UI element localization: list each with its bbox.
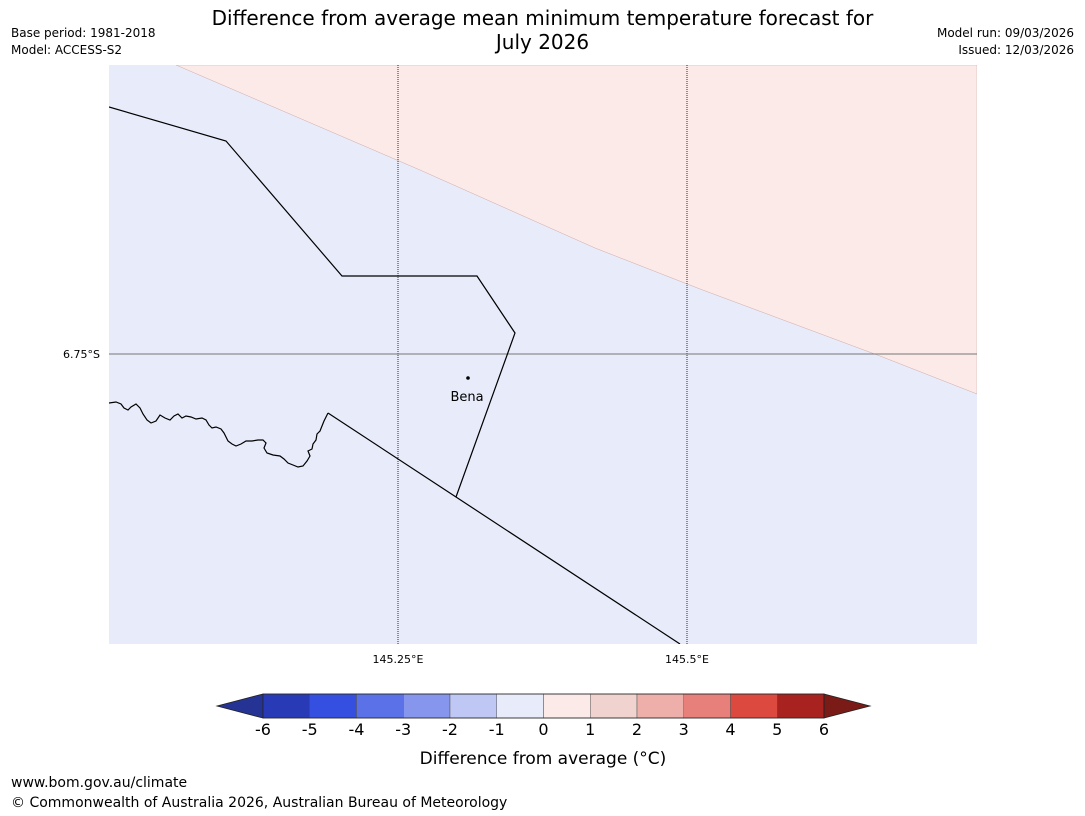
colorbar-swatch <box>590 693 638 719</box>
issued-date: Issued: 12/03/2026 <box>958 43 1074 57</box>
province-boundary <box>109 106 516 498</box>
colorbar-swatch <box>777 693 825 719</box>
model-run: Model run: 09/03/2026 <box>936 26 1074 40</box>
colorbar-swatch <box>683 693 731 719</box>
colorbar: -6 -5 -4 -3 -2 -1 0 1 2 3 4 5 6 <box>215 693 872 739</box>
colorbar-swatch <box>730 693 778 719</box>
colorbar-tick-label: 5 <box>772 720 782 739</box>
title-line-2: July 2026 <box>495 30 590 54</box>
colorbar-tick-label: -4 <box>349 720 365 739</box>
colorbar-tick-label: 1 <box>585 720 595 739</box>
colorbar-tick-label: -5 <box>302 720 318 739</box>
colorbar-swatch <box>403 693 451 719</box>
colorbar-swatch <box>543 693 591 719</box>
colorbar-tick-label: 6 <box>819 720 829 739</box>
meta-left: Base period: 1981-2018 Model: ACCESS-S2 <box>11 25 156 59</box>
colorbar-label: Difference from average (°C) <box>420 749 667 769</box>
colorbar-swatch <box>262 693 310 719</box>
colorbar-tick-label: -6 <box>255 720 271 739</box>
lat-label: 6.75°S <box>63 348 100 361</box>
model-name: Model: ACCESS-S2 <box>11 43 123 57</box>
river-coastline <box>109 401 329 468</box>
colorbar-tick-label: -3 <box>395 720 411 739</box>
colorbar-extend-high <box>823 693 872 719</box>
colorbar-swatch <box>356 693 404 719</box>
colorbar-swatch <box>449 693 497 719</box>
colorbar-tick-label: 3 <box>679 720 689 739</box>
colorbar-outline <box>262 693 825 719</box>
base-period: Base period: 1981-2018 <box>11 26 156 40</box>
province-boundary-south <box>327 412 681 644</box>
colorbar-swatch <box>636 693 684 719</box>
colorbar-tick-label: -1 <box>489 720 505 739</box>
lon-label-145-5: 145.5°E <box>665 653 709 666</box>
colorbar-tick-label: -2 <box>442 720 458 739</box>
colorbar-extend-low <box>215 693 264 719</box>
map-panel <box>109 65 977 644</box>
colorbar-tick-label: 4 <box>725 720 735 739</box>
colorbar-tick-label: 0 <box>538 720 548 739</box>
footer-url[interactable]: www.bom.gov.au/climate <box>11 775 188 791</box>
footer-copyright: © Commonwealth of Australia 2026, Austra… <box>11 795 508 811</box>
region-above-average <box>175 65 977 395</box>
colorbar-swatch <box>496 693 544 719</box>
colorbar-swatch <box>309 693 357 719</box>
chart-title: Difference from average mean minimum tem… <box>0 6 1085 54</box>
lon-label-145-25: 145.25°E <box>373 653 424 666</box>
meta-right: Model run: 09/03/2026 Issued: 12/03/2026 <box>937 25 1074 59</box>
bena-marker <box>466 376 470 380</box>
colorbar-tick-label: 2 <box>632 720 642 739</box>
place-label-bena: Bena <box>450 390 483 405</box>
title-line-1: Difference from average mean minimum tem… <box>211 6 874 30</box>
